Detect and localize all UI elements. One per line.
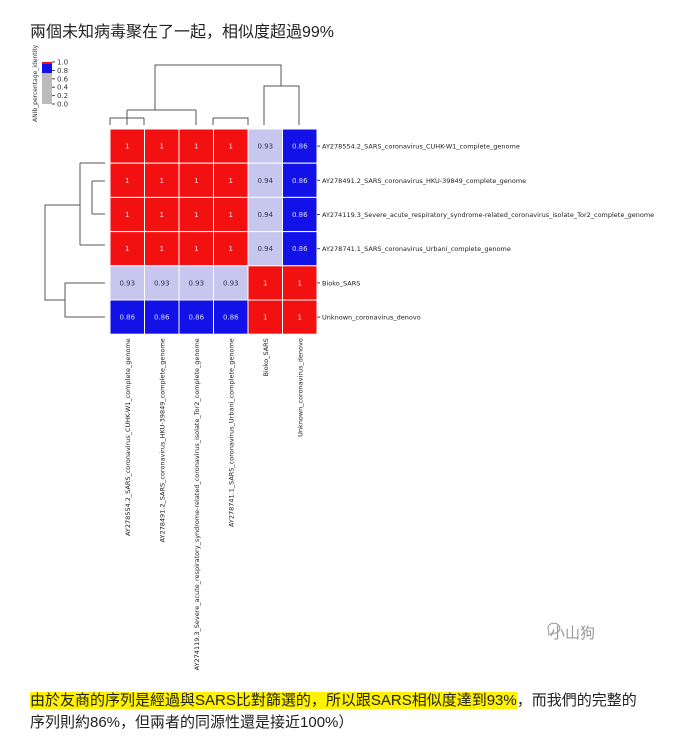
caption-rest: ，而我們的完整的序列則約86%，但兩者的同源性還是接近100%）: [30, 692, 637, 731]
row-label: AY278491.2_SARS_coronavirus_HKU-39849_co…: [322, 177, 526, 185]
cell: [282, 299, 318, 335]
cell-label: 1: [194, 143, 198, 151]
cell-label: 0.86: [292, 177, 308, 185]
cell-label: 0.93: [257, 143, 273, 151]
row-label: AY278554.2_SARS_coronavirus_CUHK-W1_comp…: [322, 143, 520, 151]
cell-label: 1: [194, 245, 198, 253]
cell-label: 1: [298, 314, 302, 322]
colorbar-tick-label: 0.6: [57, 75, 69, 83]
cell-label: 0.86: [292, 245, 308, 253]
cell-label: 1: [194, 211, 198, 219]
cell-label: 0.86: [223, 314, 239, 322]
colorbar-tick-label: 0.2: [57, 92, 68, 100]
row-label: AY278741.1_SARS_coronavirus_Urbani_compl…: [322, 245, 511, 253]
cell: [213, 196, 249, 233]
cell: [144, 196, 180, 233]
watermark: 小山狗: [550, 625, 596, 642]
caption-highlight: 由於友商的序列是經過與SARS比對篩選的，所以跟SARS相似度達到93%: [30, 692, 517, 709]
heading: 兩個未知病毒聚在了一起，相似度超過99%: [30, 24, 335, 41]
cell-label: 1: [229, 177, 233, 185]
cell-label: 1: [194, 177, 198, 185]
cell-label: 1: [160, 177, 164, 185]
cell-label: 0.86: [292, 143, 308, 151]
cell-label: 0.86: [292, 211, 308, 219]
cell-label: 0.93: [154, 279, 170, 287]
colorbar-low: [42, 64, 52, 104]
colorbar-red: [42, 62, 52, 64]
cell-label: 0.94: [257, 177, 273, 185]
column-label: Bioko_SARS: [262, 338, 270, 376]
cell-label: 0.93: [188, 279, 204, 287]
wm-icon: [547, 622, 561, 636]
cell: [247, 128, 283, 164]
colorbar-tick-label: 0.4: [57, 84, 69, 92]
cell-label: 1: [229, 143, 233, 151]
cell-label: 0.86: [188, 314, 204, 322]
cell-label: 0.93: [119, 279, 135, 287]
cell: [178, 162, 214, 198]
cell-label: 1: [229, 211, 233, 219]
cell-label: 1: [160, 245, 164, 253]
column-label: AY278741.1_SARS_coronavirus_Urbani_compl…: [227, 338, 235, 527]
caption: 由於友商的序列是經過與SARS比對篩選的，所以跟SARS相似度達到93%，而我們…: [30, 690, 650, 734]
cell-label: 1: [125, 143, 129, 151]
cell: [282, 196, 318, 233]
row-label: Bioko_SARS: [322, 279, 360, 287]
column-label: AY278491.2_SARS_coronavirus_HKU-39849_co…: [158, 338, 166, 542]
cell: [178, 265, 214, 301]
cell: [247, 162, 283, 198]
cell: [144, 231, 180, 267]
colorbar-tick-label: 0.8: [57, 67, 68, 75]
cell: [213, 162, 249, 198]
dendrograms: [44, 64, 300, 318]
cell-label: 1: [160, 211, 164, 219]
chart: ANIb_percentage_identity 1.00.80.60.40.2…: [32, 44, 654, 670]
cell-label: 1: [125, 177, 129, 185]
cell-label: 1: [229, 245, 233, 253]
cell-label: 1: [125, 245, 129, 253]
cell-label: 0.94: [257, 211, 273, 219]
cell-label: 1: [125, 211, 129, 219]
column-label: AY278554.2_SARS_coronavirus_CUHK-W1_comp…: [124, 338, 132, 536]
colorbar-blue: [42, 64, 52, 73]
cell-label: 0.93: [223, 279, 239, 287]
column-label: AY274119.3_Severe_acute_respiratory_synd…: [193, 338, 201, 670]
cell-label: 1: [263, 314, 267, 322]
column-label: Unknown_coronavirus_denovo: [296, 338, 304, 437]
cell-label: 0.94: [257, 245, 273, 253]
row-label: AY274119.3_Severe_acute_respiratory_synd…: [322, 211, 654, 219]
cell: [247, 231, 283, 267]
cell: [144, 299, 180, 335]
cell: [247, 299, 283, 335]
row-label: Unknown_coronavirus_denovo: [322, 314, 421, 322]
cell: [178, 231, 214, 267]
colorbar-tick-label: 1.0: [57, 59, 68, 67]
cell-label: 0.86: [119, 314, 135, 322]
cell: [282, 128, 318, 164]
colorbar-label: ANIb_percentage_identity: [32, 44, 39, 122]
cell-label: 0.86: [154, 314, 170, 322]
cell: [213, 299, 249, 335]
cell: [109, 162, 145, 198]
cell: [213, 231, 249, 267]
cell: [178, 196, 214, 233]
colorbar-tick-label: 0.0: [57, 101, 68, 109]
cell-label: 1: [263, 279, 267, 287]
cell: [282, 162, 318, 198]
cell: [109, 196, 145, 233]
cell-label: 1: [160, 143, 164, 151]
cell-label: 1: [298, 279, 302, 287]
